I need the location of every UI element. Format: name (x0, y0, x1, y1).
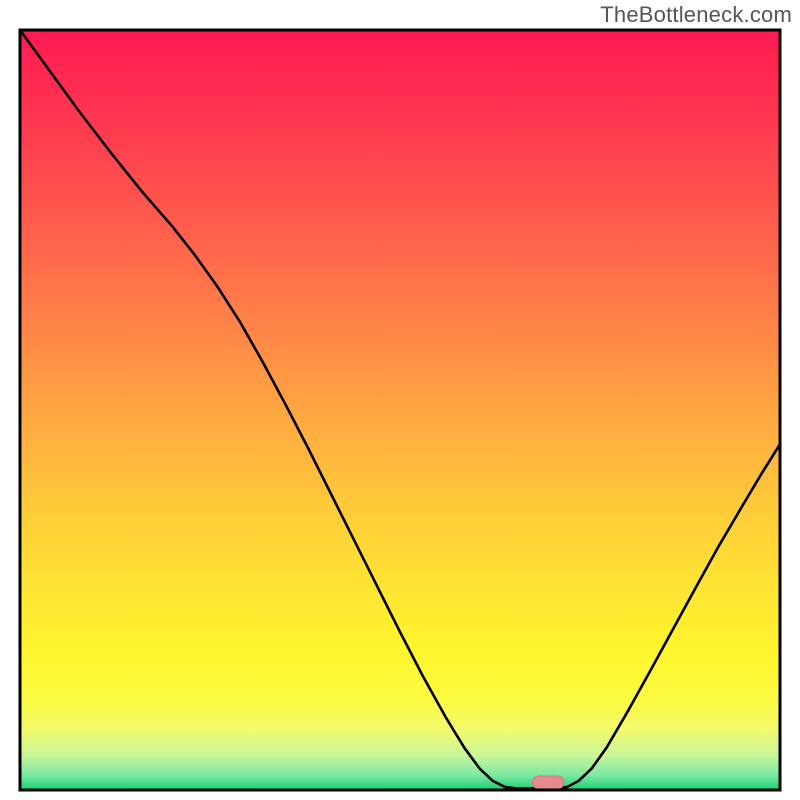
chart-container: TheBottleneck.com (0, 0, 800, 800)
optimal-marker (532, 776, 564, 789)
bottleneck-chart (0, 0, 800, 800)
watermark-text: TheBottleneck.com (600, 2, 792, 28)
plot-background (20, 30, 780, 790)
